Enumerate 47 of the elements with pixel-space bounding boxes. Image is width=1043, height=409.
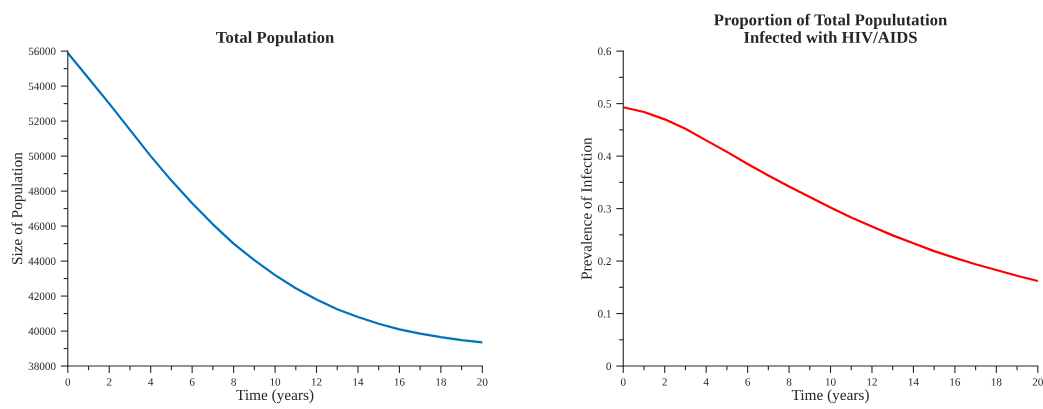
y-tick-label: 56000 (28, 47, 56, 56)
x-tick-label: 4 (703, 378, 709, 386)
line-series (67, 51, 483, 344)
x-axis-title: Time (years) (236, 389, 314, 404)
x-tick-label: 6 (189, 378, 195, 386)
x-tick-label: 8 (231, 378, 236, 386)
y-tick-label: 0 (606, 362, 612, 371)
y-tick-label: 0.5 (597, 100, 612, 108)
y-tick-label: 38000 (28, 362, 56, 371)
x-tick-label: 6 (745, 378, 751, 386)
y-tick-label: 40000 (28, 327, 56, 336)
y-tick-label: 52000 (28, 117, 56, 126)
y-tick-label: 0.2 (597, 257, 611, 266)
x-tick-label: 4 (148, 378, 154, 386)
x-tick-label: 12 (311, 378, 322, 386)
x-tick-label: 20 (477, 378, 488, 386)
x-tick-label: 0 (620, 378, 626, 386)
x-tick-label: 0 (65, 378, 71, 386)
y-tick-label: 0.4 (597, 152, 612, 161)
y-tick-label: 50000 (28, 152, 56, 161)
x-tick-label: 10 (270, 378, 281, 386)
y-tick-label: 54000 (28, 82, 56, 91)
x-tick-label: 14 (908, 378, 919, 386)
y-axis-title: Size of Population (11, 152, 26, 265)
x-tick-label: 14 (353, 378, 364, 386)
x-tick-label: 18 (991, 378, 1002, 386)
y-tick-label: 0.1 (597, 310, 611, 318)
x-tick-label: 2 (106, 378, 112, 386)
x-tick-label: 2 (662, 378, 667, 386)
x-tick-label: 18 (436, 378, 446, 386)
y-axis-title: Prevalence of Infection (580, 137, 592, 280)
x-tick-label: 16 (394, 378, 405, 386)
y-tick-label: 44000 (28, 257, 56, 266)
y-tick-label: 48000 (28, 187, 56, 196)
x-tick-label: 20 (1032, 378, 1043, 386)
chart-title: Proportion of Total Populutation Infected with HIV/AIDS (714, 13, 948, 44)
y-tick-label: 0.3 (597, 205, 612, 213)
x-tick-label: 16 (950, 378, 961, 386)
y-tick-label: 0.6 (597, 47, 612, 56)
line-series (623, 106, 1038, 283)
x-tick-label: 12 (867, 378, 877, 386)
x-tick-label: 8 (786, 378, 792, 386)
y-tick-label: 42000 (28, 292, 56, 301)
y-tick-label: 46000 (28, 222, 56, 231)
chart-title: Total Population (216, 31, 335, 47)
x-axis-title: Time (years) (791, 389, 869, 404)
x-tick-label: 10 (825, 378, 836, 386)
